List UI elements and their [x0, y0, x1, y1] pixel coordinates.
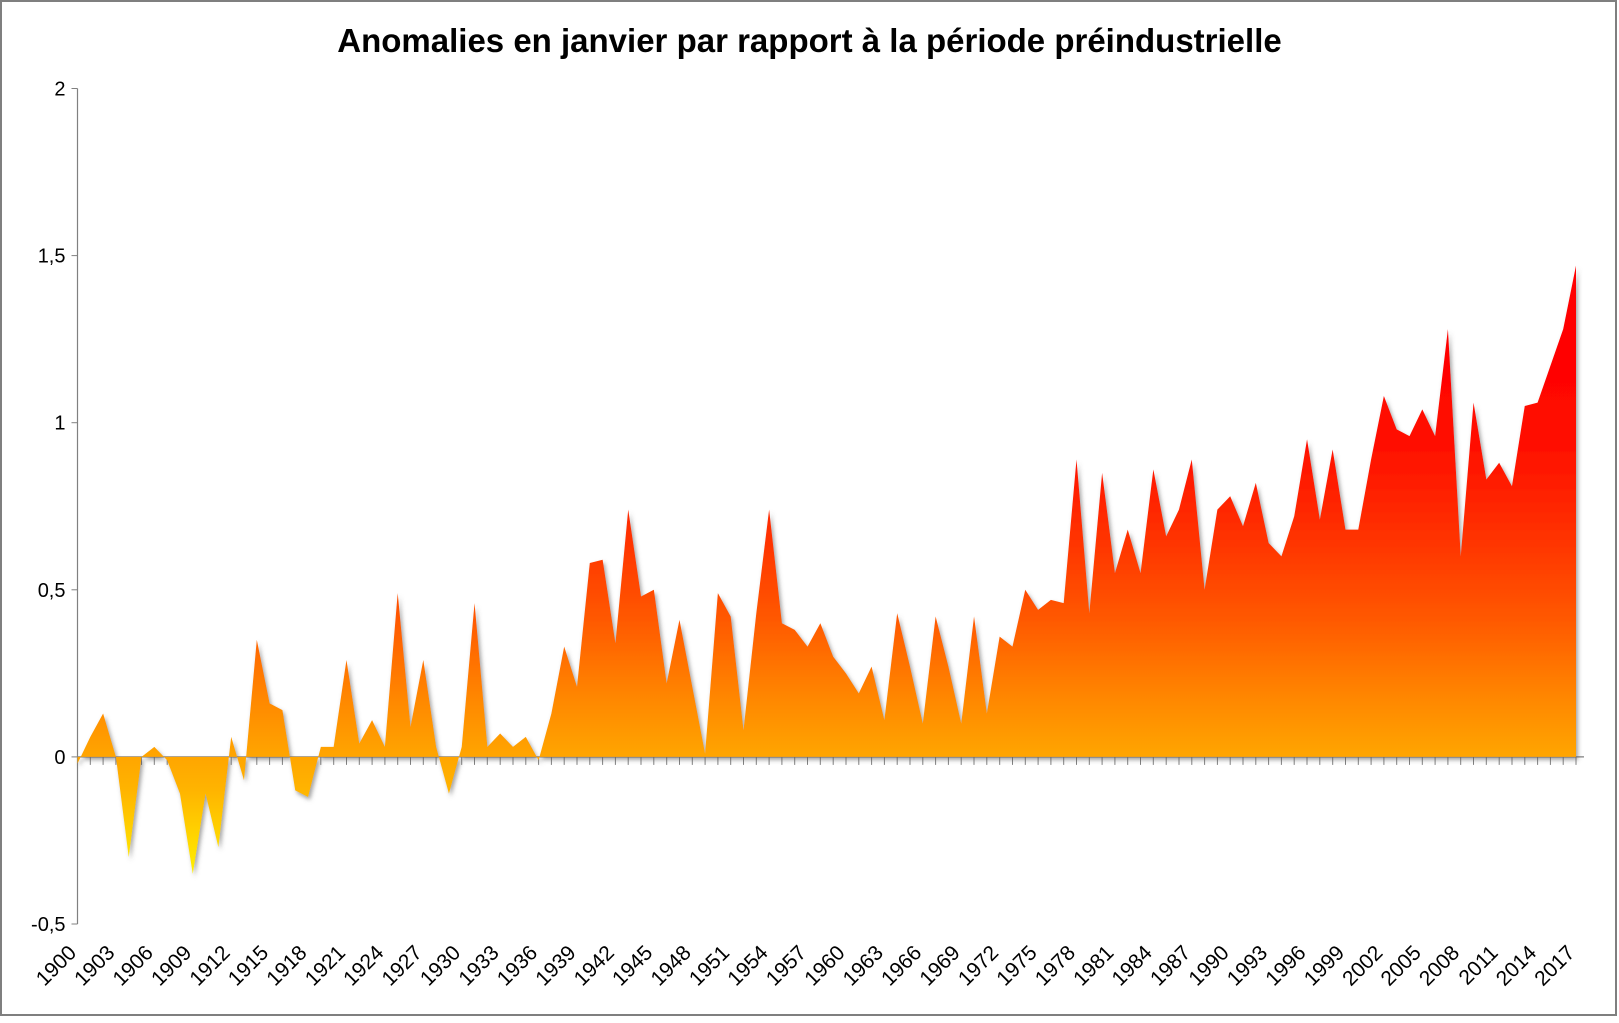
- svg-text:1900: 1900: [32, 941, 81, 990]
- svg-text:1996: 1996: [1261, 941, 1310, 990]
- svg-text:1957: 1957: [762, 941, 811, 990]
- svg-text:1978: 1978: [1031, 941, 1080, 990]
- svg-text:1954: 1954: [723, 941, 773, 991]
- svg-text:1945: 1945: [608, 941, 657, 990]
- svg-text:1939: 1939: [531, 941, 580, 990]
- svg-text:1921: 1921: [301, 941, 350, 990]
- svg-text:2011: 2011: [1455, 941, 1503, 989]
- svg-text:2017: 2017: [1530, 941, 1579, 990]
- svg-text:1948: 1948: [647, 941, 696, 990]
- svg-text:1969: 1969: [915, 941, 964, 990]
- svg-text:1999: 1999: [1300, 941, 1349, 990]
- svg-text:1987: 1987: [1146, 941, 1195, 990]
- svg-text:1930: 1930: [416, 941, 465, 990]
- svg-text:2014: 2014: [1492, 941, 1542, 991]
- svg-text:1990: 1990: [1184, 941, 1233, 990]
- svg-text:1933: 1933: [454, 941, 503, 990]
- svg-text:1906: 1906: [109, 941, 158, 990]
- svg-text:1975: 1975: [992, 941, 1041, 990]
- svg-text:1963: 1963: [839, 941, 888, 990]
- svg-text:1966: 1966: [877, 941, 926, 990]
- svg-text:2008: 2008: [1415, 941, 1464, 990]
- svg-text:1960: 1960: [800, 941, 849, 990]
- svg-text:1936: 1936: [493, 941, 542, 990]
- svg-text:0,5: 0,5: [38, 580, 66, 602]
- svg-text:1924: 1924: [339, 941, 389, 991]
- svg-text:1942: 1942: [570, 941, 619, 990]
- svg-text:0: 0: [54, 747, 65, 769]
- svg-text:1903: 1903: [70, 941, 119, 990]
- svg-text:1927: 1927: [378, 941, 427, 990]
- svg-text:1951: 1951: [685, 941, 734, 990]
- svg-text:1,5: 1,5: [38, 246, 66, 268]
- svg-text:1915: 1915: [224, 941, 273, 990]
- svg-text:1: 1: [54, 413, 65, 435]
- svg-text:2005: 2005: [1377, 941, 1426, 990]
- svg-text:1912: 1912: [185, 941, 234, 990]
- svg-text:1981: 1981: [1069, 941, 1118, 990]
- svg-text:1993: 1993: [1223, 941, 1272, 990]
- svg-text:1918: 1918: [262, 941, 311, 990]
- svg-text:1909: 1909: [147, 941, 196, 990]
- svg-text:-0,5: -0,5: [31, 914, 65, 936]
- svg-text:2: 2: [54, 79, 65, 101]
- svg-text:1972: 1972: [954, 941, 1003, 990]
- svg-text:1984: 1984: [1108, 941, 1158, 991]
- svg-text:2002: 2002: [1338, 941, 1387, 990]
